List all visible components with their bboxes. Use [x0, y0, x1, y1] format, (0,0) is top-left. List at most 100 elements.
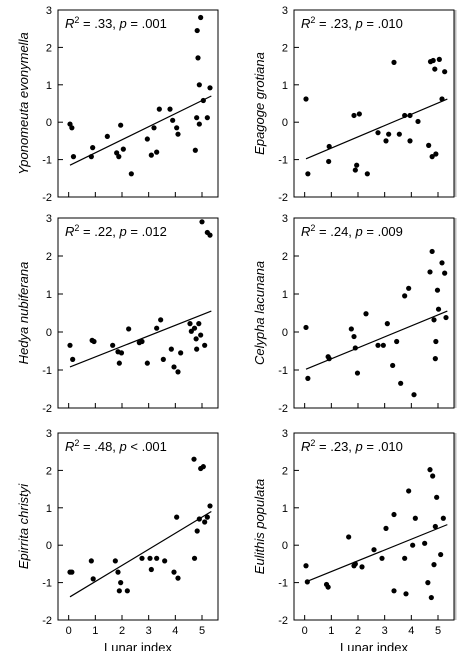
data-point	[363, 311, 369, 317]
y-tick-label: 2	[282, 251, 288, 263]
y-axis-label: Epagoge grotiana	[252, 52, 267, 155]
data-point	[69, 125, 75, 131]
data-point	[167, 106, 173, 112]
data-point	[352, 561, 358, 567]
y-tick-label: 2	[46, 251, 52, 263]
data-point	[439, 96, 445, 102]
data-point	[434, 494, 440, 500]
y-axis-label: Epirrita christyi	[16, 483, 31, 569]
y-tick-label: 3	[282, 428, 288, 440]
data-point	[118, 350, 125, 356]
data-point	[198, 332, 204, 338]
y-tick-label: 2	[282, 42, 288, 54]
data-point	[70, 356, 76, 362]
data-point	[90, 145, 96, 151]
y-tick-label: 0	[282, 540, 288, 552]
data-point	[200, 97, 206, 104]
data-point	[194, 346, 200, 352]
data-point	[433, 151, 439, 157]
stats-annotation: R2 = .23, p = .010	[301, 438, 403, 454]
regression-line	[69, 310, 212, 368]
data-point	[406, 285, 412, 291]
data-point	[383, 138, 389, 144]
y-tick-label: 2	[46, 465, 52, 477]
data-point	[147, 555, 153, 561]
data-point	[196, 321, 202, 327]
x-tick-label: 2	[355, 625, 361, 637]
data-point	[148, 566, 154, 573]
data-point	[154, 555, 160, 561]
data-point	[124, 588, 130, 594]
data-point	[110, 342, 116, 348]
data-point	[168, 346, 174, 352]
data-point	[442, 69, 448, 75]
y-tick-label: -2	[278, 192, 288, 204]
data-point	[435, 306, 442, 312]
stats-annotation: R2 = .24, p = .009	[301, 223, 403, 239]
data-point	[352, 167, 358, 173]
data-point	[305, 375, 311, 381]
data-point	[154, 149, 160, 155]
x-tick-label: 0	[302, 625, 308, 637]
data-point	[326, 158, 332, 165]
x-axis-label: Lunar index	[104, 640, 172, 651]
data-point	[194, 115, 200, 121]
data-point	[375, 342, 381, 348]
data-point	[384, 321, 390, 327]
x-axis-label: Lunar index	[340, 640, 408, 651]
x-tick-label: 4	[172, 625, 178, 637]
data-point	[116, 588, 122, 594]
data-point	[427, 269, 433, 275]
data-point	[364, 171, 370, 177]
data-point	[403, 591, 409, 597]
data-point	[431, 562, 437, 568]
y-axis-label: Celypha lacunana	[252, 261, 267, 365]
data-point	[118, 122, 124, 128]
data-point	[429, 248, 435, 255]
data-point	[356, 111, 362, 117]
data-point	[207, 232, 213, 238]
data-point	[175, 575, 181, 581]
regression-line	[69, 95, 212, 166]
data-point	[303, 324, 309, 331]
data-point	[430, 473, 436, 479]
x-tick-label: 4	[408, 625, 414, 637]
panel-6: -2 -1 0 1 2 3 0 1 2 3 4 5 Eulithis populata Lunar ind…	[252, 428, 457, 651]
data-point	[426, 142, 432, 148]
data-point	[196, 82, 202, 88]
data-point	[88, 154, 94, 160]
data-point	[402, 555, 408, 561]
y-tick-label: -2	[42, 615, 52, 627]
data-point	[430, 57, 436, 64]
regression-line	[305, 310, 448, 370]
y-axis-label: Eulithis populata	[252, 479, 267, 574]
data-point	[305, 171, 311, 177]
data-point	[407, 112, 413, 119]
y-tick-label: 3	[46, 5, 52, 17]
data-point	[194, 528, 200, 534]
regression-line	[305, 524, 448, 583]
y-tick-label: 3	[46, 428, 52, 440]
data-point	[207, 85, 213, 91]
data-point	[199, 219, 205, 225]
y-tick-label: -2	[278, 403, 288, 415]
data-point	[187, 321, 193, 327]
data-point	[425, 580, 431, 586]
data-point	[351, 112, 357, 119]
panel-4: -2 -1 0 1 2 3 Celypha lacunana R2 = .24, p = .0…	[252, 213, 457, 415]
data-point	[380, 342, 386, 348]
data-point	[440, 515, 446, 521]
plot-frame	[293, 217, 455, 409]
y-tick-label: 3	[46, 213, 52, 225]
y-tick-label: 0	[282, 117, 288, 129]
data-point	[429, 154, 435, 160]
data-point	[391, 511, 397, 518]
data-point	[439, 260, 445, 266]
plot-frame	[293, 9, 455, 198]
data-point	[193, 336, 199, 342]
data-point	[406, 488, 412, 494]
y-tick-label: 1	[46, 80, 52, 92]
regression-line	[305, 98, 448, 160]
data-point	[191, 555, 198, 561]
data-point	[407, 138, 413, 144]
